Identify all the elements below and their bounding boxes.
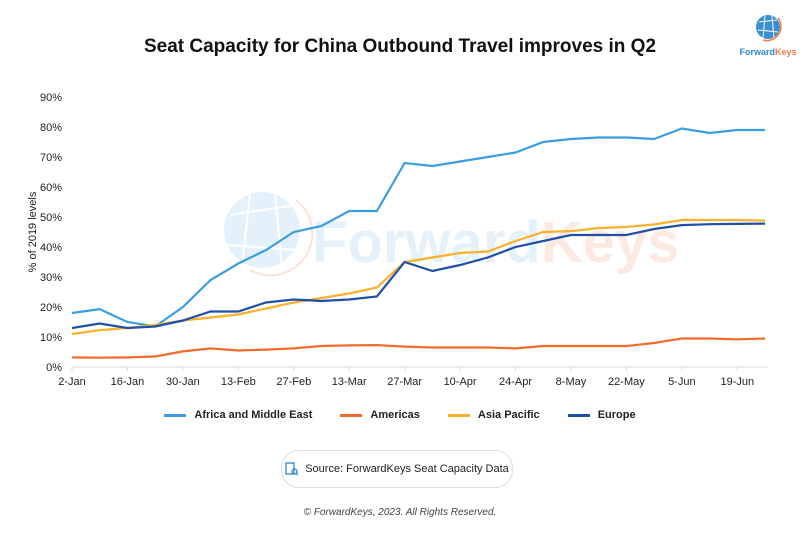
legend-label: Americas bbox=[370, 409, 420, 421]
line-chart: ForwardKeys 0% 10% 20% 30% 40% 50% 60% 70% 80% 90… bbox=[27, 92, 768, 388]
series-line-europe bbox=[71, 222, 766, 330]
x-tick-label: 5-Jun bbox=[668, 376, 696, 388]
svg-text:ForwardKeys: ForwardKeys bbox=[312, 210, 679, 275]
y-tick-label: 60% bbox=[40, 182, 62, 194]
logo-text-forward: Forward bbox=[739, 47, 775, 57]
x-tick-label: 10-Apr bbox=[444, 376, 477, 388]
x-tick-label: 13-Mar bbox=[332, 376, 367, 388]
logo-text-keys: Keys bbox=[775, 47, 797, 57]
x-tick-label: 27-Mar bbox=[387, 376, 422, 388]
legend-item: Asia Pacific bbox=[447, 409, 540, 421]
legend-swatch bbox=[447, 413, 470, 417]
x-tick-label: 16-Jan bbox=[111, 376, 145, 388]
series-line-africa-and-middle-east bbox=[71, 127, 765, 328]
legend-swatch bbox=[567, 413, 590, 417]
legend-label: Asia Pacific bbox=[477, 409, 540, 421]
y-tick-label: 0% bbox=[46, 362, 62, 374]
legend-item: Americas bbox=[340, 409, 420, 421]
y-axis-label: % of 2019 levels bbox=[27, 191, 39, 272]
watermark: ForwardKeys bbox=[224, 192, 679, 277]
source-text: Source: ForwardKeys Seat Capacity Data bbox=[305, 463, 509, 475]
x-tick-label: 30-Jan bbox=[166, 376, 200, 388]
globe-icon bbox=[756, 15, 782, 42]
y-tick-label: 70% bbox=[40, 152, 62, 164]
y-tick-label: 50% bbox=[40, 212, 62, 224]
source-badge: Source: ForwardKeys Seat Capacity Data bbox=[281, 450, 513, 488]
y-tick-label: 10% bbox=[40, 332, 62, 344]
forwardkeys-logo: ForwardKeys bbox=[738, 12, 798, 57]
document-search-icon bbox=[285, 462, 299, 476]
legend-swatch bbox=[164, 413, 187, 417]
x-tick-label: 22-May bbox=[608, 376, 645, 388]
legend-label: Africa and Middle East bbox=[194, 409, 313, 421]
y-tick-label: 40% bbox=[40, 242, 62, 254]
x-tick-label: 2-Jan bbox=[58, 376, 86, 388]
legend: Africa and Middle East Americas Asia Pacif… bbox=[0, 409, 800, 421]
y-tick-label: 30% bbox=[40, 272, 62, 284]
series-line-americas bbox=[71, 337, 766, 359]
x-tick-label: 8-May bbox=[556, 376, 587, 388]
legend-item: Europe bbox=[567, 409, 636, 421]
copyright: © ForwardKeys, 2023. All Rights Reserved… bbox=[303, 507, 497, 518]
chart-title: Seat Capacity for China Outbound Travel … bbox=[143, 36, 657, 57]
x-tick-label: 27-Feb bbox=[276, 376, 311, 388]
x-tick-label: 24-Apr bbox=[499, 376, 532, 388]
y-tick-label: 20% bbox=[40, 302, 62, 314]
legend-swatch bbox=[340, 413, 363, 417]
x-tick-label: 19-Jun bbox=[720, 376, 754, 388]
legend-label: Europe bbox=[597, 409, 636, 421]
y-tick-label: 80% bbox=[40, 122, 62, 134]
x-tick-label: 13-Feb bbox=[221, 376, 256, 388]
legend-item: Africa and Middle East bbox=[164, 409, 312, 421]
y-tick-label: 90% bbox=[40, 92, 62, 104]
